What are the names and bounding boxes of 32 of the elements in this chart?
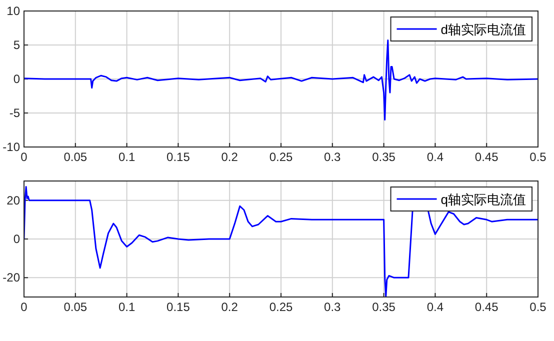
line-series	[24, 186, 538, 297]
y-tick-label: 0	[13, 72, 20, 86]
x-tick-label: 0.05	[64, 150, 88, 164]
y-tick-label: 10	[6, 4, 20, 18]
x-tick-label: 0.4	[426, 300, 444, 314]
x-tick-label: 0.5	[530, 300, 547, 314]
x-tick-label: 0.45	[474, 300, 499, 314]
x-tick-label: 0.2	[221, 150, 238, 164]
x-tick-label: 0.45	[474, 150, 499, 164]
x-tick-label: 0.05	[64, 300, 88, 314]
y-tick-label: -20	[2, 270, 20, 285]
y-tick-label: 0	[13, 232, 20, 246]
y-tick-label: -5	[9, 106, 20, 120]
legend-label: q轴实际电流值	[440, 192, 526, 207]
y-tick-label: -10	[2, 140, 20, 154]
x-tick-label: 0.3	[324, 150, 342, 164]
x-tick-label: 0.3	[324, 300, 342, 314]
x-tick-label: 0.25	[269, 300, 293, 314]
x-tick-label: 0.4	[426, 150, 444, 164]
x-tick-label: 0.2	[221, 300, 238, 314]
line-series	[24, 39, 538, 121]
x-tick-label: 0.25	[269, 150, 293, 164]
x-tick-label: 0.15	[166, 150, 190, 164]
x-tick-label: 0.5	[530, 150, 547, 164]
y-tick-label: 5	[13, 38, 20, 52]
x-tick-label: 0.35	[372, 300, 396, 314]
x-tick-label: 0.1	[118, 300, 136, 314]
x-tick-label: 0.35	[372, 150, 396, 164]
legend-label: d轴实际电流值	[440, 22, 526, 37]
x-tick-label: 0.1	[118, 150, 136, 164]
x-tick-label: 0.15	[166, 300, 190, 314]
y-tick-label: 20	[6, 193, 20, 208]
